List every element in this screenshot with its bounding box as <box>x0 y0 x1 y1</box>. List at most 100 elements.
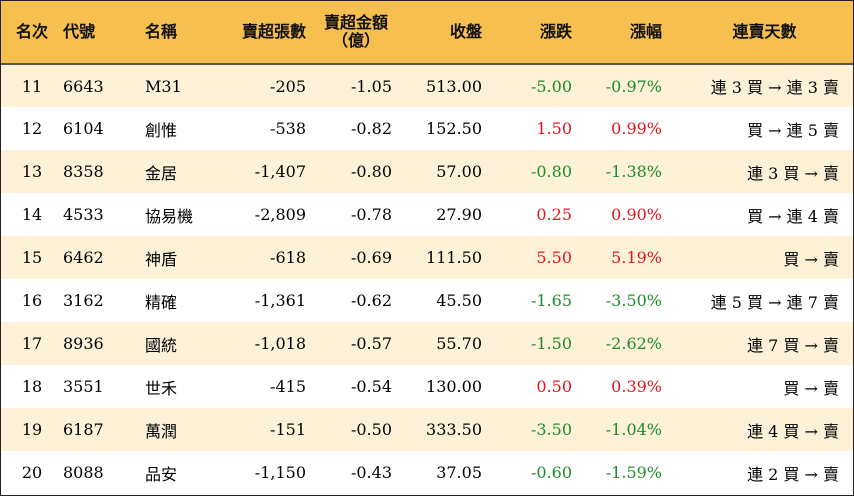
table-body: 11 6643 M31 -205 -1.05 513.00 -5.00 -0.97% 連 3 買… <box>1 64 853 494</box>
cell-close: 513.00 <box>426 76 482 96</box>
cell-code: 4533 <box>63 205 104 224</box>
cell-net-sell-amount: -0.69 <box>350 248 392 267</box>
cell-name: 創惟 <box>145 120 178 140</box>
cell-streak: 連 3 買 → 連 3 賣 <box>710 78 839 97</box>
cell-name: 金居 <box>145 163 178 183</box>
table-row: 18 3551 世禾 -415 -0.54 130.00 0.50 0.39% 買 → 賣 <box>1 365 853 408</box>
cell-close: 27.90 <box>436 205 482 224</box>
cell-change: -1.50 <box>530 334 572 353</box>
cell-net-sell-amount: -0.78 <box>350 205 392 224</box>
cell-streak: 買 → 連 4 賣 <box>747 206 839 226</box>
cell-change-pct: -1.38% <box>605 162 662 181</box>
cell-change: -0.60 <box>530 463 572 482</box>
cell-code: 8936 <box>63 334 104 353</box>
cell-rank: 16 <box>21 291 43 310</box>
table-row: 14 4533 協易機 -2,809 -0.78 27.90 0.25 0.90% 買 → 連 … <box>1 193 853 236</box>
cell-rank: 15 <box>21 248 43 267</box>
cell-close: 37.05 <box>436 463 482 482</box>
cell-close: 57.00 <box>436 162 482 181</box>
cell-close: 152.50 <box>426 119 482 138</box>
cell-name: 協易機 <box>145 206 194 226</box>
cell-change: -1.65 <box>530 291 572 310</box>
cell-net-sell-shares: -1,361 <box>254 291 306 310</box>
cell-code: 6104 <box>63 119 104 138</box>
header-net-sell-shares: 賣超張數 <box>226 1 306 65</box>
cell-code: 3551 <box>63 377 104 396</box>
cell-code: 6643 <box>63 76 104 96</box>
cell-net-sell-amount: -0.82 <box>350 119 392 138</box>
cell-net-sell-shares: -1,407 <box>254 162 306 181</box>
cell-name: 神盾 <box>145 249 178 269</box>
cell-net-sell-amount: -0.54 <box>350 377 392 396</box>
table-row: 19 6187 萬潤 -151 -0.50 333.50 -3.50 -1.04% 連 4 買 … <box>1 408 853 451</box>
cell-net-sell-amount: -0.57 <box>350 334 392 353</box>
cell-change: 0.50 <box>536 377 572 396</box>
cell-streak: 連 5 買 → 連 7 賣 <box>710 292 839 312</box>
header-close: 收盤 <box>406 1 496 65</box>
cell-streak: 連 7 買 → 賣 <box>747 335 839 355</box>
header-row: 名次 代號 名稱 賣超張數 賣超金額 （億） 收盤 漲跌 漲幅 連賣天數 <box>1 1 853 65</box>
cell-code: 8358 <box>63 162 104 181</box>
header-net-sell-amount-line2: （億） <box>331 31 380 50</box>
cell-rank: 12 <box>21 119 43 138</box>
cell-name: 品安 <box>145 464 178 484</box>
cell-change-pct: -3.50% <box>605 291 662 310</box>
cell-streak: 連 2 買 → 賣 <box>747 464 839 484</box>
cell-close: 45.50 <box>436 291 482 310</box>
header-rank: 名次 <box>1 1 63 65</box>
header-net-sell-amount: 賣超金額 （億） <box>306 1 406 65</box>
table-row: 11 6643 M31 -205 -1.05 513.00 -5.00 -0.97% 連 3 買… <box>1 64 853 107</box>
table-header: 名次 代號 名稱 賣超張數 賣超金額 （億） 收盤 漲跌 漲幅 連賣天數 <box>1 1 853 65</box>
cell-name: 精確 <box>145 292 178 312</box>
cell-rank: 13 <box>21 162 43 181</box>
cell-net-sell-shares: -538 <box>270 119 306 138</box>
cell-net-sell-shares: -415 <box>270 377 306 396</box>
cell-net-sell-shares: -1,150 <box>254 463 306 482</box>
table-row: 13 8358 金居 -1,407 -0.80 57.00 -0.80 -1.38% 連 3 買… <box>1 150 853 193</box>
cell-rank: 11 <box>21 76 43 96</box>
header-streak: 連賣天數 <box>676 1 853 65</box>
cell-net-sell-shares: -1,018 <box>254 334 306 353</box>
cell-rank: 20 <box>21 463 43 482</box>
cell-code: 8088 <box>63 463 104 482</box>
cell-net-sell-shares: -2,809 <box>254 205 306 224</box>
cell-close: 130.00 <box>426 377 482 396</box>
cell-change-pct: -1.04% <box>605 420 662 439</box>
cell-change-pct: 5.19% <box>611 248 662 267</box>
cell-change: 0.25 <box>536 205 572 224</box>
cell-change: -0.80 <box>530 162 572 181</box>
cell-change: -3.50 <box>530 420 572 439</box>
cell-code: 3162 <box>63 291 104 310</box>
cell-change-pct: -1.59% <box>605 463 662 482</box>
cell-change: -5.00 <box>530 76 572 96</box>
cell-rank: 18 <box>21 377 43 396</box>
cell-change: 1.50 <box>536 119 572 138</box>
cell-close: 55.70 <box>436 334 482 353</box>
cell-net-sell-amount: -1.05 <box>350 76 392 96</box>
cell-net-sell-shares: -618 <box>270 248 306 267</box>
cell-change-pct: 0.99% <box>611 119 662 138</box>
cell-code: 6187 <box>63 420 104 439</box>
header-net-sell-amount-line1: 賣超金額 <box>323 13 388 32</box>
cell-name: M31 <box>145 76 182 96</box>
cell-net-sell-amount: -0.50 <box>350 420 392 439</box>
cell-rank: 14 <box>21 205 43 224</box>
cell-name: 國統 <box>145 335 178 355</box>
cell-net-sell-shares: -151 <box>270 420 306 439</box>
cell-net-sell-shares: -205 <box>270 76 306 96</box>
header-code: 代號 <box>63 1 131 65</box>
cell-rank: 19 <box>21 420 43 439</box>
cell-code: 6462 <box>63 248 104 267</box>
cell-streak: 買 → 賣 <box>783 249 839 269</box>
table-row: 15 6462 神盾 -618 -0.69 111.50 5.50 5.19% 買 → 賣 <box>1 236 853 279</box>
cell-change-pct: -2.62% <box>605 334 662 353</box>
table-row: 17 8936 國統 -1,018 -0.57 55.70 -1.50 -2.62% 連 7 買… <box>1 322 853 365</box>
header-change: 漲跌 <box>496 1 586 65</box>
table-row: 12 6104 創惟 -538 -0.82 152.50 1.50 0.99% 買 → 連 5 … <box>1 107 853 150</box>
header-name: 名稱 <box>131 1 226 65</box>
cell-net-sell-amount: -0.62 <box>350 291 392 310</box>
cell-streak: 連 3 買 → 賣 <box>747 163 839 183</box>
cell-rank: 17 <box>21 334 43 353</box>
cell-name: 世禾 <box>145 378 178 398</box>
